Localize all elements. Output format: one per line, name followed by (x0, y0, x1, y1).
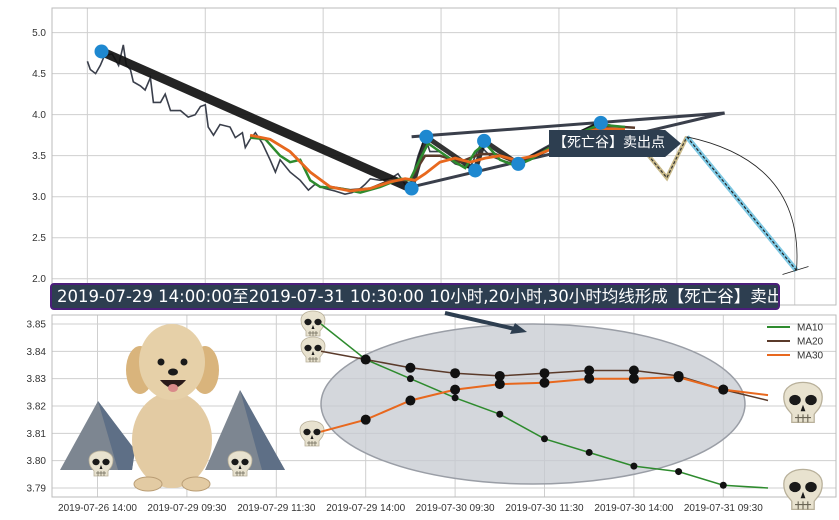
ma20-point (584, 365, 595, 376)
legend-label-ma10: MA10 (797, 323, 824, 334)
ma10-point (451, 394, 459, 402)
sell-point-text: 【死亡谷】卖出点 (553, 135, 665, 151)
y-tick-label: 3.79 (27, 483, 47, 494)
x-tick-label: 2019-07-30 14:00 (594, 503, 673, 514)
ma30-line (249, 127, 626, 193)
ma30-point (718, 384, 729, 395)
y-tick-label: 3.82 (27, 402, 47, 413)
y-tick-label: 4.5 (32, 69, 46, 80)
ma10-point (541, 435, 548, 443)
pivot-point (468, 163, 483, 178)
ma30-point (450, 384, 461, 395)
triangle-upper-line (411, 111, 725, 139)
skull-icon (300, 336, 326, 363)
poodle-tongue (168, 384, 178, 392)
pattern-trend-line (99, 47, 414, 193)
y-tick-label: 3.81 (27, 429, 47, 440)
skull-icon (88, 450, 114, 477)
banner-text: 2019-07-29 14:00:00至2019-07-31 10:30:00 … (57, 287, 780, 306)
bottom-ma-chart: 2019-07-26 14:00 2019-07-29 09:30 2019-07-… (27, 310, 837, 514)
ma20-point (494, 370, 505, 381)
x-tick-label: 2019-07-30 09:30 (416, 503, 495, 514)
poodle-illustration (126, 324, 219, 492)
pivot-point (593, 115, 608, 130)
price-line (86, 44, 620, 196)
ma10-point (630, 462, 638, 470)
ma30-point (360, 414, 371, 425)
x-tick-label: 2019-07-26 14:00 (58, 503, 137, 514)
skull-icon (299, 420, 325, 447)
plot-frame (51, 314, 837, 498)
mountain-shadow (240, 390, 285, 470)
skull-icon (782, 468, 824, 511)
mountain-shadow (98, 401, 135, 470)
ma30-point (673, 372, 684, 383)
arrow-head-icon (510, 323, 527, 334)
y-tick-label: 3.5 (32, 151, 46, 162)
pivot-point (477, 133, 492, 148)
ma20-point (628, 365, 639, 376)
ma10-point (719, 481, 727, 489)
x-tick-label: 2019-07-29 14:00 (326, 503, 405, 514)
x-tick-label: 2019-07-31 09:30 (684, 503, 763, 514)
skull-icon (782, 381, 824, 424)
legend-label-ma20: MA20 (797, 337, 824, 348)
ma30-point (539, 377, 550, 388)
skull-icon (227, 450, 253, 477)
y-tick-label: 3.85 (27, 320, 47, 331)
poodle-eye (180, 358, 188, 366)
ma20-point (360, 354, 371, 365)
sell-point-label: 【死亡谷】卖出点 (549, 130, 681, 157)
pivot-point (404, 181, 419, 196)
y-tick-label: 3.80 (27, 456, 47, 467)
pivot-point (511, 156, 526, 171)
poodle-nose (168, 368, 178, 376)
forecast-end-mark (782, 266, 809, 275)
ma10-point (406, 375, 414, 383)
highlight-ellipse (320, 323, 746, 485)
y-tick-label: 3.83 (27, 374, 47, 385)
forecast-dashes (686, 136, 797, 271)
y-tick-label: 4.0 (32, 110, 46, 121)
zigzag-dashes (647, 136, 688, 179)
pivot-point (94, 44, 109, 59)
ma20-point (450, 368, 461, 379)
legend-label-ma30: MA30 (797, 351, 824, 362)
ma20-point (405, 362, 416, 373)
poodle-paw (133, 476, 163, 492)
top-price-chart: 2.0 2.5 3.0 3.5 4.0 4.5 5.0 (32, 7, 837, 306)
poodle-body (132, 392, 212, 488)
poodle-paw (181, 476, 211, 492)
ma30-point (405, 395, 416, 406)
poodle-eye (157, 358, 165, 366)
y-tick-label: 3.84 (27, 347, 47, 358)
forecast-arc (686, 136, 798, 271)
ma30-point (584, 373, 595, 384)
ma30-point (494, 379, 505, 390)
ma30-point (628, 373, 639, 384)
y-tick-label: 2.0 (32, 274, 46, 285)
x-tick-label: 2019-07-29 09:30 (147, 503, 226, 514)
ma20-point (539, 368, 550, 379)
x-tick-label: 2019-07-29 11:30 (237, 503, 316, 514)
pivot-point (419, 129, 434, 144)
y-tick-label: 2.5 (32, 233, 46, 244)
y-tick-label: 5.0 (32, 28, 46, 39)
y-tick-label: 3.0 (32, 192, 46, 203)
ma10-point (675, 468, 683, 476)
ma10-point (585, 448, 593, 456)
x-tick-label: 2019-07-30 11:30 (505, 503, 584, 514)
pattern-banner: 2019-07-29 14:00:00至2019-07-31 10:30:00 … (50, 283, 780, 310)
arrow-icon (444, 311, 516, 331)
ma10-point (496, 410, 504, 418)
poodle-head (139, 324, 205, 400)
